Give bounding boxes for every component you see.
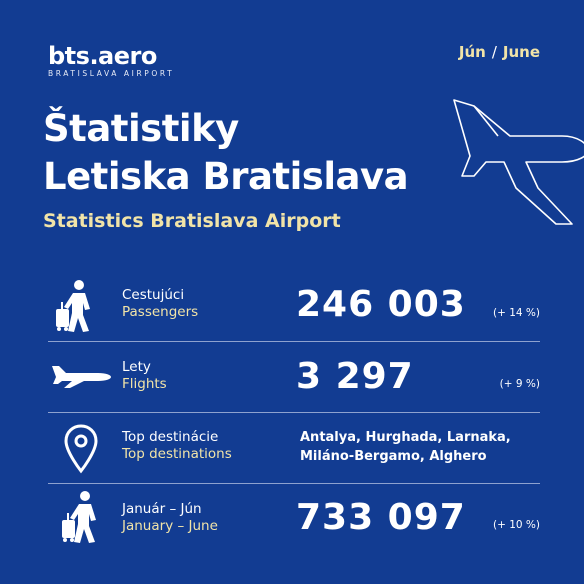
ytd-value: 733 097 <box>296 497 466 538</box>
airplane-icon <box>52 366 111 388</box>
person-luggage-icon <box>62 491 96 543</box>
month-en: June <box>502 43 540 61</box>
divider <box>48 341 540 342</box>
destinations-line-2: Miláno-Bergamo, Alghero <box>300 449 487 464</box>
month-sk: Jún <box>458 43 486 61</box>
location-pin-icon <box>64 424 98 474</box>
destinations-label-en: Top destinations <box>122 446 232 462</box>
passengers-change: (+ 14 %) <box>492 307 540 319</box>
airplane-outline-icon <box>453 99 584 225</box>
flights-value: 3 297 <box>296 356 414 397</box>
passengers-label-en: Passengers <box>122 304 199 320</box>
passengers-label: Cestujúci Passengers <box>122 287 198 321</box>
flights-label-en: Flights <box>122 376 167 392</box>
flights-change: (+ 9 %) <box>499 378 540 390</box>
flights-label-sk: Lety <box>122 359 151 375</box>
title-line-1: Štatistiky <box>43 107 239 150</box>
destinations-line-1: Antalya, Hurghada, Larnaka, <box>300 430 511 445</box>
destinations-list: Antalya, Hurghada, Larnaka, Miláno-Berga… <box>300 428 511 466</box>
ytd-label: Január – Jún January – June <box>122 501 218 535</box>
destinations-label: Top destinácie Top destinations <box>122 429 232 463</box>
divider <box>48 412 540 413</box>
page-title: Štatistiky Letiska Bratislava <box>43 105 409 201</box>
destinations-label-sk: Top destinácie <box>122 429 219 445</box>
divider <box>48 483 540 484</box>
brand-name: bts.aero <box>48 42 157 70</box>
month-separator: / <box>491 43 497 61</box>
flights-label: Lety Flights <box>122 359 167 393</box>
passengers-value: 246 003 <box>296 284 466 325</box>
ytd-label-sk: Január – Jún <box>122 501 202 517</box>
page-subtitle: Statistics Bratislava Airport <box>43 210 341 232</box>
passengers-label-sk: Cestujúci <box>122 287 185 303</box>
brand-tagline: BRATISLAVA AIRPORT <box>48 69 175 78</box>
month-label: Jún / June <box>459 43 540 61</box>
brand-logo: bts.aero BRATISLAVA AIRPORT <box>48 42 174 78</box>
title-line-2: Letiska Bratislava <box>43 155 409 198</box>
ytd-change: (+ 10 %) <box>492 519 540 531</box>
ytd-label-en: January – June <box>122 518 218 534</box>
person-luggage-icon <box>56 280 90 332</box>
